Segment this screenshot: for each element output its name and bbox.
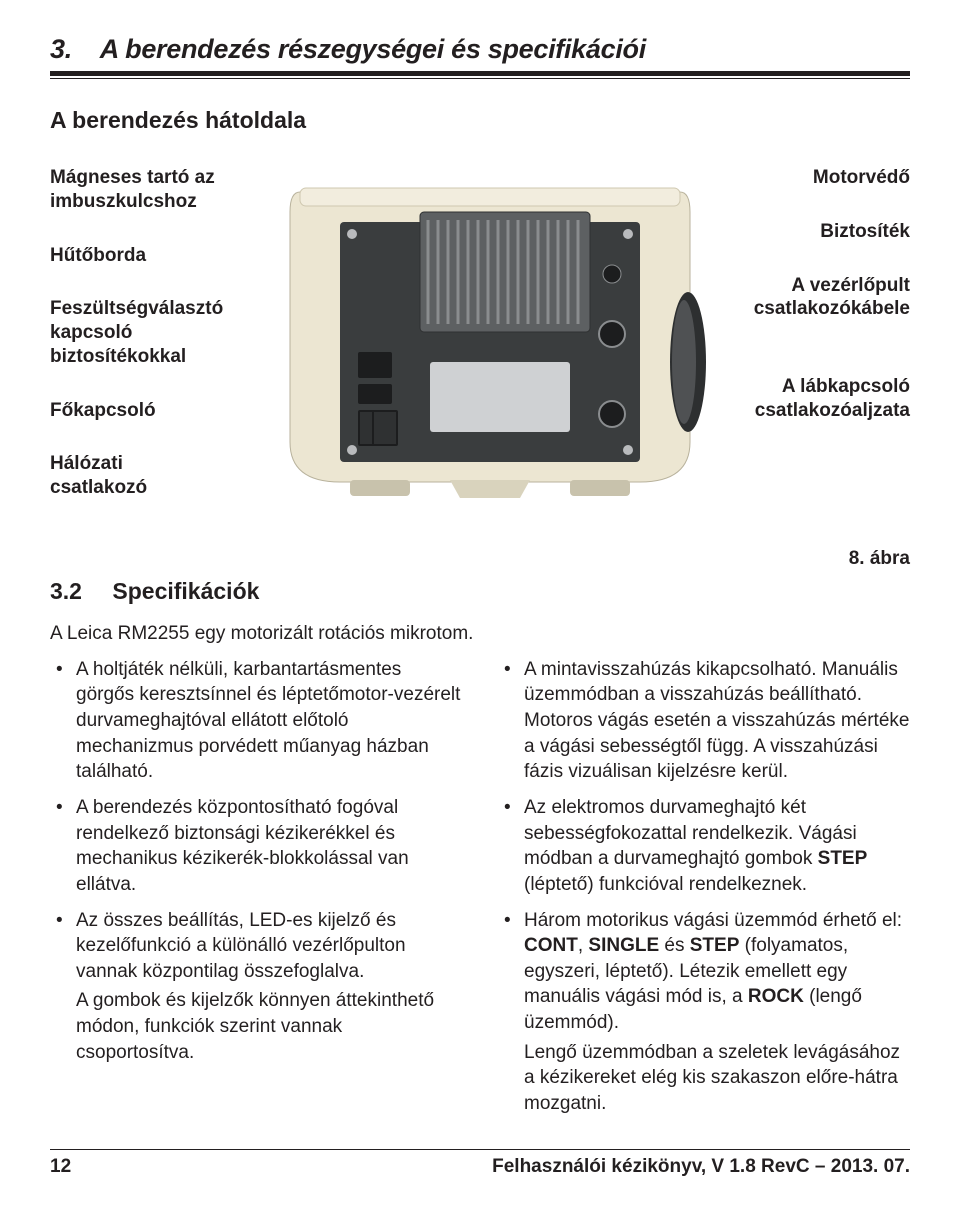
diagram-left-labels: Mágneses tartó az imbuszkulcshoz Hűtőbor… xyxy=(50,162,260,530)
label-heatsink: Hűtőborda xyxy=(50,244,260,268)
list-item: A holtjáték nélküli, karbantartásmentes … xyxy=(50,657,462,785)
right-column: A mintavisszahúzás kikapcsolható. Manuál… xyxy=(498,657,910,1127)
label-voltage-selector: Feszültségválasztó kapcsoló biztosítékok… xyxy=(50,297,260,368)
subsection-number: 3.2 xyxy=(50,578,106,605)
subsection-title: Specifikációk xyxy=(112,578,259,604)
section-number: 3. xyxy=(50,34,72,64)
list-item-continuation: Lengő üzemmódban a szeletek levágásához … xyxy=(498,1040,910,1117)
list-item: Három motorikus vágási üzemmód érhető el… xyxy=(498,908,910,1036)
label-main-switch: Főkapcsoló xyxy=(50,399,260,423)
diagram-row: Mágneses tartó az imbuszkulcshoz Hűtőbor… xyxy=(50,162,910,530)
list-item: A berendezés központosítható fogóval ren… xyxy=(50,795,462,898)
label-magnetic-holder: Mágneses tartó az imbuszkulcshoz xyxy=(50,166,260,214)
list-item: Az elektromos durvameghajtó két sebesség… xyxy=(498,795,910,898)
list-item-continuation: A gombok és kijelzők könnyen áttekinthet… xyxy=(50,988,462,1065)
heading-rule-thick xyxy=(50,71,910,76)
list-item: A mintavisszahúzás kikapcsolható. Manuál… xyxy=(498,657,910,785)
label-power-socket: Hálózati csatlakozó xyxy=(50,452,260,500)
label-motor-guard: Motorvédő xyxy=(720,166,910,190)
two-column-body: A holtjáték nélküli, karbantartásmentes … xyxy=(50,657,910,1127)
label-control-cable: A vezérlőpult csatlakozókábele xyxy=(720,274,910,322)
heading-rule-thin xyxy=(50,78,910,79)
figure-caption: 8. ábra xyxy=(50,548,910,570)
subsection-subtitle: A berendezés hátoldala xyxy=(50,107,910,134)
right-bullet-list: A mintavisszahúzás kikapcsolható. Manuál… xyxy=(498,657,910,1036)
page-number: 12 xyxy=(50,1156,71,1178)
left-column: A holtjáték nélküli, karbantartásmentes … xyxy=(50,657,462,1127)
label-footswitch-socket: A lábkapcsoló csatlakozóaljzata xyxy=(720,375,910,423)
lead-paragraph: A Leica RM2255 egy motorizált rotációs m… xyxy=(50,623,910,645)
section-title: A berendezés részegységei és specifikáci… xyxy=(100,34,646,64)
label-fuse: Biztosíték xyxy=(720,220,910,244)
device-image xyxy=(260,162,720,512)
footer-text: Felhasználói kézikönyv, V 1.8 RevC – 201… xyxy=(492,1156,910,1178)
device-rear-illustration xyxy=(270,162,710,512)
section-heading: 3. A berendezés részegységei és specifik… xyxy=(50,34,910,69)
list-item: Az összes beállítás, LED-es kijelző és k… xyxy=(50,908,462,985)
subsection-heading: 3.2 Specifikációk xyxy=(50,578,910,605)
left-bullet-list: A holtjáték nélküli, karbantartásmentes … xyxy=(50,657,462,985)
diagram-right-labels: Motorvédő Biztosíték A vezérlőpult csatl… xyxy=(720,162,910,453)
page-footer: 12 Felhasználói kézikönyv, V 1.8 RevC – … xyxy=(50,1149,910,1178)
